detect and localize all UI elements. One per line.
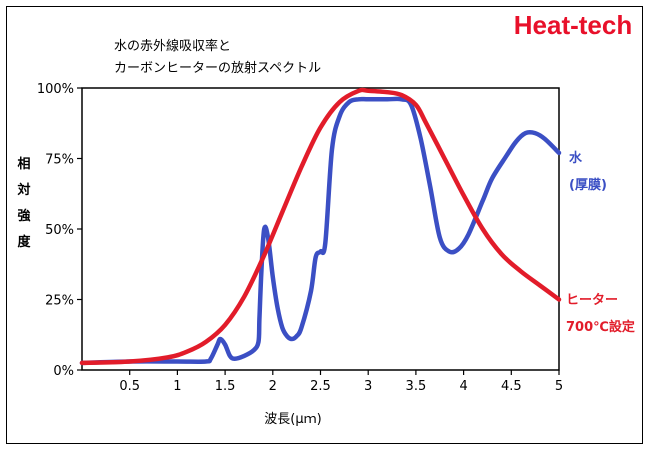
series-label-heater-line-1: ヒーター	[566, 293, 618, 308]
x-axis-ticks: 0.5 1 1.5 2 2.5 3 3.5 4 4.5 5	[119, 370, 563, 394]
x-tick-label-6: 3.5	[406, 379, 427, 394]
y-tick-label-1: 25%	[45, 294, 74, 309]
series-line-water	[79, 96, 562, 366]
x-tick-label-5: 3	[364, 379, 372, 394]
series-label-water-line-2: (厚膜)	[569, 177, 607, 193]
y-axis-label-char-1: 相	[17, 156, 30, 172]
x-axis-label: 波長(μｍ)	[264, 412, 321, 427]
y-axis-ticks: 0% 25% 50% 75% 100%	[37, 82, 82, 379]
y-tick-label-4: 100%	[37, 82, 74, 97]
y-axis-label-char-3: 強	[17, 208, 30, 224]
chart-title-line-2: カーボンヒーターの放射スペクトル	[114, 60, 321, 76]
series-line-heater	[79, 87, 562, 366]
brand-logo-text: Heat-tech	[514, 10, 632, 40]
x-tick-label-4: 2.5	[310, 379, 331, 394]
chart-title-line-1: 水の赤外線吸収率と	[114, 38, 231, 54]
y-tick-label-2: 50%	[45, 223, 74, 238]
series-label-heater-line-2: 700℃設定	[566, 319, 635, 335]
series-label-water-line-1: 水	[569, 150, 583, 166]
x-tick-label-3: 2	[269, 379, 277, 394]
x-tick-label-8: 4.5	[501, 379, 522, 394]
x-tick-label-2: 1.5	[215, 379, 236, 394]
series-lines	[79, 87, 562, 366]
y-axis-label-char-4: 度	[17, 234, 31, 250]
x-tick-label-7: 4	[459, 379, 467, 394]
x-tick-label-0: 0.5	[119, 379, 140, 394]
y-tick-label-0: 0%	[53, 364, 74, 379]
plot-area	[81, 87, 560, 371]
x-tick-label-1: 1	[173, 379, 181, 394]
y-axis-label-char-2: 対	[16, 182, 30, 198]
y-axis-label: 相 対 強 度	[16, 156, 31, 250]
y-tick-label-3: 75%	[45, 153, 74, 168]
x-tick-label-9: 5	[555, 379, 563, 394]
